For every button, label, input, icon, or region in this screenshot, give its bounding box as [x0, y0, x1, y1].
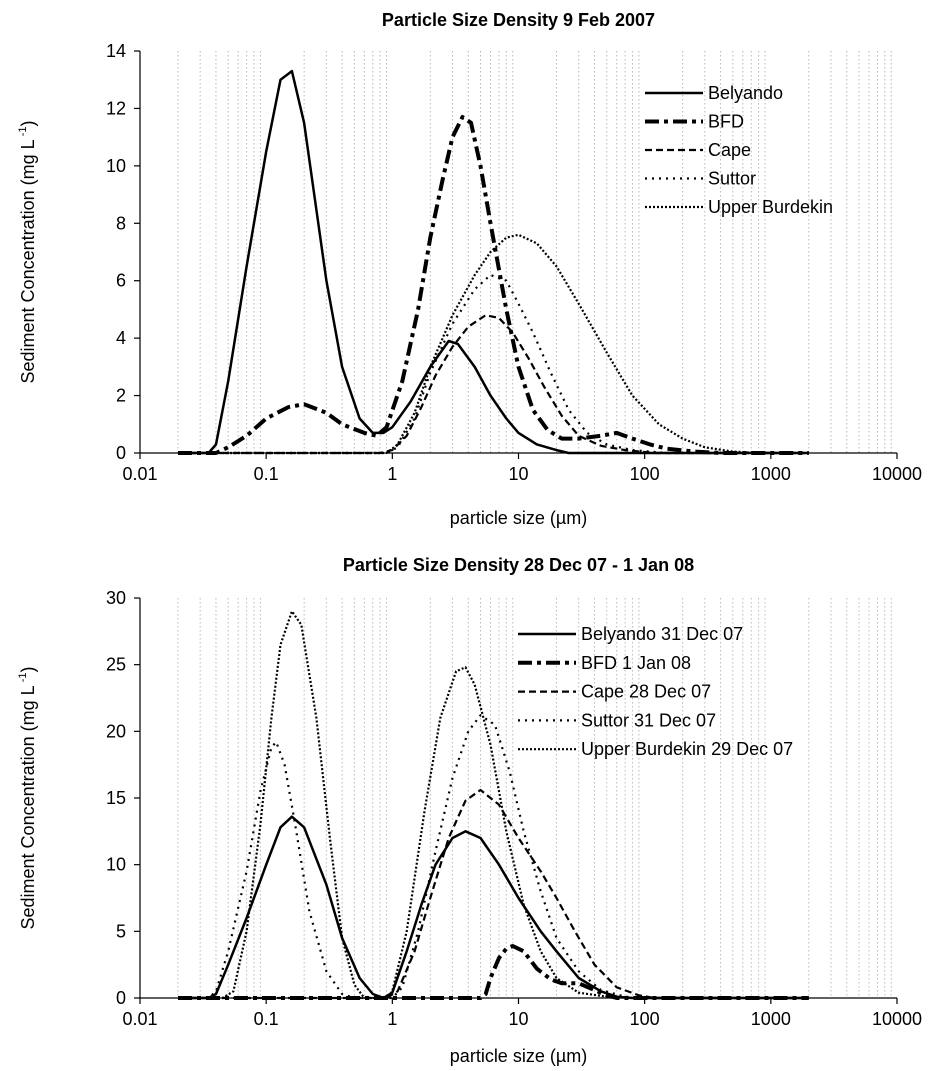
y-tick-label: 14: [106, 41, 126, 61]
x-tick-label: 1: [387, 464, 397, 484]
legend-label: BFD: [708, 112, 744, 132]
y-axis-label-main: Sediment Concentration (mg L: [18, 139, 38, 383]
y-tick-label: 30: [106, 588, 126, 608]
legend: Belyando BFD Cape Suttor Upper Burdekin: [645, 83, 833, 217]
x-tick-label: 100: [630, 1009, 660, 1029]
x-axis-label: particle size (µm): [450, 1046, 587, 1066]
x-tick-label: 10: [508, 1009, 528, 1029]
x-tick-label: 1000: [751, 464, 791, 484]
y-axis-label-close: ): [18, 121, 38, 127]
y-axis-label-sup: -1: [17, 673, 29, 686]
legend-label: Suttor: [708, 169, 756, 189]
y-axis-label-close: ): [18, 667, 38, 673]
legend-label: Belyando: [708, 83, 783, 103]
y-tick-label: 5: [116, 921, 126, 941]
y-tick-label: 0: [116, 443, 126, 463]
series-line-bfd-1-jan-08: [178, 944, 809, 1000]
legend-label: Suttor 31 Dec 07: [581, 710, 716, 730]
y-tick-label: 20: [106, 721, 126, 741]
chart-title: Particle Size Density 28 Dec 07 - 1 Jan …: [343, 555, 694, 575]
x-tick-label: 0.1: [254, 464, 279, 484]
series-line-bfd: [178, 115, 809, 455]
series-line-belyando-31-dec-07: [178, 815, 809, 1000]
y-axis-label: Sediment Concentration (mg L -1): [17, 667, 38, 930]
x-axis-label: particle size (µm): [450, 508, 587, 528]
series-line-upper-burdekin-29-dec-07: [178, 610, 809, 1000]
chart-panel-1: 0.01 0.1 1 10 100 1000 10000 0 2 4 6 8 10 12 14 Particl…: [17, 10, 922, 528]
legend-label: Upper Burdekin 29 Dec 07: [581, 739, 793, 759]
x-tick-label: 10000: [872, 464, 922, 484]
y-axis-label-sup: -1: [17, 127, 29, 140]
grid-lines: [177, 51, 892, 453]
series-line-upper-burdekin: [178, 233, 809, 455]
y-axis-label-main: Sediment Concentration (mg L: [18, 685, 38, 929]
y-tick-label: 2: [116, 386, 126, 406]
y-tick-label: 15: [106, 788, 126, 808]
x-tick-label: 10: [508, 464, 528, 484]
y-tick-label: 12: [106, 98, 126, 118]
y-tick-label: 10: [106, 855, 126, 875]
series-line-cape-28-dec-07: [178, 788, 809, 1000]
y-tick-label: 0: [116, 988, 126, 1008]
series-line-suttor: [178, 273, 809, 455]
x-tick-label: 1000: [751, 1009, 791, 1029]
y-tick-label: 10: [106, 156, 126, 176]
chart-title: Particle Size Density 9 Feb 2007: [382, 10, 655, 30]
y-tick-label: 25: [106, 655, 126, 675]
grid-lines: [177, 598, 892, 998]
x-tick-label: 100: [630, 464, 660, 484]
legend-label: Belyando 31 Dec 07: [581, 624, 743, 644]
series-line-suttor-31-dec-07: [178, 714, 809, 1000]
series-line-cape: [178, 314, 809, 455]
series-group: [178, 610, 809, 1000]
legend-label: BFD 1 Jan 08: [581, 653, 691, 673]
x-tick-label: 0.01: [122, 1009, 157, 1029]
x-tick-label: 0.01: [122, 464, 157, 484]
y-tick-label: 4: [116, 328, 126, 348]
x-tick-label: 0.1: [254, 1009, 279, 1029]
x-tick-label: 10000: [872, 1009, 922, 1029]
legend-label: Cape 28 Dec 07: [581, 682, 711, 702]
y-tick-label: 8: [116, 213, 126, 233]
chart-panel-2: 0.01 0.1 1 10 100 1000 10000 0 5 10 15 20 25 30 Partic…: [17, 555, 922, 1066]
y-axis-label: Sediment Concentration (mg L -1): [17, 121, 38, 384]
legend: Belyando 31 Dec 07 BFD 1 Jan 08 Cape 28 De…: [518, 624, 793, 759]
series-group: [178, 69, 809, 455]
x-tick-label: 1: [387, 1009, 397, 1029]
legend-label: Cape: [708, 140, 751, 160]
series-line-belyando: [178, 69, 809, 455]
legend-label: Upper Burdekin: [708, 197, 833, 217]
y-tick-label: 6: [116, 271, 126, 291]
